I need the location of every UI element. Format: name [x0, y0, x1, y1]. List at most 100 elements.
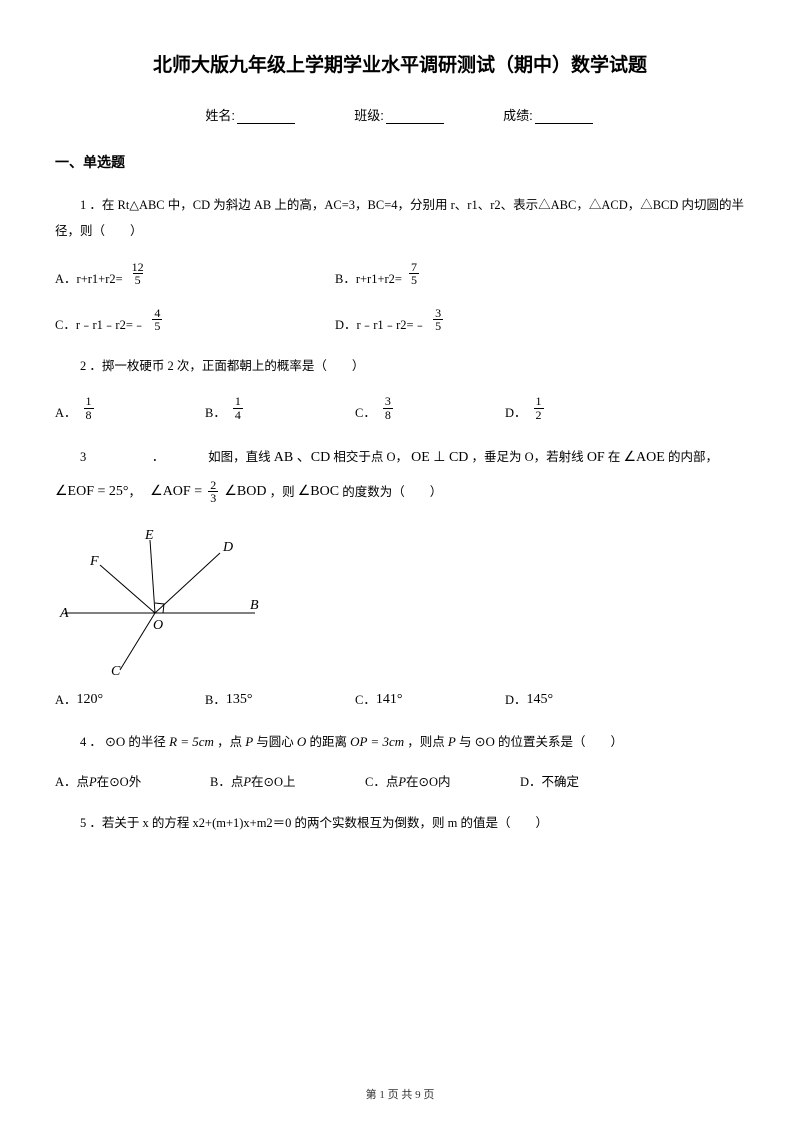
q3-b-label: B．	[205, 689, 226, 708]
q1-a-pre: A．r+r1+r2=	[55, 268, 123, 287]
q3-t1: 如图，直线	[208, 450, 271, 464]
q1-d-den: 5	[433, 319, 443, 333]
q3-comma1: ，	[129, 485, 142, 499]
q3-paren: 的度数为（ ）	[342, 485, 442, 499]
q3-ab-cd: AB 、CD	[274, 450, 330, 465]
q3-frac-den: 3	[208, 491, 218, 505]
q3-frac-num: 2	[208, 479, 218, 492]
q4-b-c: ⊙O	[264, 774, 284, 790]
q4-opt-b: B．点P在⊙O上	[210, 771, 365, 790]
q4-op3: OP = 3cm	[350, 734, 404, 749]
q4-c-p: P	[398, 775, 406, 790]
q2-c-label: C．	[355, 402, 376, 421]
q3-d-val: 145°	[527, 692, 554, 708]
q2-opts: A． 18 B． 14 C． 38 D． 12	[55, 395, 745, 421]
score-blank	[535, 110, 593, 124]
question-1: 1 ．在 Rt△ABC 中，CD 为斜边 AB 上的高，AC=3，BC=4，分别…	[55, 192, 745, 245]
q3-opt-d: D．145°	[505, 689, 655, 708]
q3-num: 3	[80, 450, 86, 464]
q2-opt-a: A． 18	[55, 395, 205, 421]
q1-c-den: 5	[152, 319, 162, 333]
q4-a-p: P	[89, 775, 97, 790]
fig-label-f: F	[89, 554, 99, 569]
q3-opt-c: C．141°	[355, 689, 505, 708]
q4-b-3: 上	[283, 771, 296, 790]
q1-a-num: 12	[130, 261, 146, 274]
q2-c-den: 8	[383, 408, 393, 422]
q2-opt-b: B． 14	[205, 395, 355, 421]
q4-circ-o1: ⊙O	[105, 734, 125, 749]
fig-label-d: D	[222, 540, 233, 555]
q4-b-p: P	[243, 775, 251, 790]
q1-c-pre: C．r﹣r1﹣r2=﹣	[55, 314, 145, 333]
q4-opt-d: D．不确定	[520, 771, 579, 790]
q3-t4: 在	[608, 450, 621, 464]
q4-t5: ，则点	[407, 735, 445, 749]
q1-text: 在 Rt△ABC 中，CD 为斜边 AB 上的高，AC=3，BC=4，分别用 r…	[55, 198, 744, 238]
q4-p1: P	[245, 734, 253, 749]
q3-c-label: C．	[355, 689, 376, 708]
q4-p2: P	[448, 734, 456, 749]
q4-t7: 的位置关系是（ ）	[498, 735, 623, 749]
fig-label-b: B	[250, 598, 259, 613]
q4-a-3: 外	[129, 771, 142, 790]
q4-o: O	[297, 734, 306, 749]
score-label: 成绩:	[503, 108, 533, 123]
q1-d-num: 3	[433, 307, 443, 320]
q1-num: 1 ．	[80, 198, 102, 212]
q2-a-label: A．	[55, 402, 77, 421]
q4-a-1: A．点	[55, 771, 89, 790]
q4-circ-o2: ⊙O	[475, 734, 495, 749]
q4-c-3: 内	[438, 771, 451, 790]
q2-opt-d: D． 12	[505, 395, 655, 421]
page-title: 北师大版九年级上学期学业水平调研测试（期中）数学试题	[55, 50, 745, 77]
q4-t2: ，点	[217, 735, 242, 749]
q3-of: OF	[587, 450, 605, 465]
name-blank	[237, 110, 295, 124]
q1-a-den: 5	[133, 273, 143, 287]
q3-c-val: 141°	[376, 692, 403, 708]
fig-label-a: A	[59, 606, 69, 621]
q2-opt-c: C． 38	[355, 395, 505, 421]
fig-label-c: C	[111, 664, 121, 675]
q4-a-c: ⊙O	[109, 774, 129, 790]
q1-opt-d: D．r﹣r1﹣r2=﹣ 35	[335, 307, 446, 333]
q3-boc: ∠BOC	[298, 484, 339, 499]
q4-b-2: 在	[251, 771, 264, 790]
q5-text: 若关于 x 的方程 x2+(m+1)x+m2＝0 的两个实数根互为倒数，则 m …	[102, 816, 548, 830]
q3-b-val: 135°	[226, 692, 253, 708]
q3-oecd: OE ⊥ CD	[411, 450, 468, 465]
q1-opts-row2: C．r﹣r1﹣r2=﹣ 45 D．r﹣r1﹣r2=﹣ 35	[55, 307, 745, 333]
q4-c-1: C．点	[365, 771, 398, 790]
q1-opt-c: C．r﹣r1﹣r2=﹣ 45	[55, 307, 335, 333]
q4-r5: R = 5cm	[169, 734, 214, 749]
q2-b-den: 4	[233, 408, 243, 422]
q3-bod: ∠BOD	[224, 484, 266, 499]
q3-opt-b: B．135°	[205, 689, 355, 708]
name-label: 姓名:	[205, 108, 235, 123]
q3-t5: 的内部，	[668, 450, 718, 464]
question-4: 4 ． ⊙O 的半径 R = 5cm ，点 P 与圆心 O 的距离 OP = 3…	[55, 728, 745, 755]
q4-a-2: 在	[97, 771, 110, 790]
q1-d-pre: D．r﹣r1﹣r2=﹣	[335, 314, 426, 333]
q3-aof-pre: ∠AOF =	[150, 484, 202, 499]
q1-opts-row1: A．r+r1+r2= 125 B．r+r1+r2= 75	[55, 261, 745, 287]
q2-a-num: 1	[84, 395, 94, 408]
q2-d-label: D．	[505, 402, 527, 421]
q4-num: 4 ．	[80, 735, 102, 749]
q4-d: D．不确定	[520, 771, 579, 790]
section-heading: 一、单选题	[55, 152, 745, 172]
q4-opt-a: A．点P在⊙O外	[55, 771, 210, 790]
fig-label-o: O	[153, 618, 163, 633]
q3-dot: ．	[152, 450, 165, 464]
q3-a-val: 120°	[77, 692, 104, 708]
q5-num: 5 ．	[80, 816, 102, 830]
question-3: 3 ． 如图，直线 AB 、CD 相交于点 O， OE ⊥ CD ，垂足为 O，…	[55, 441, 745, 508]
q1-c-num: 4	[152, 307, 162, 320]
q2-b-num: 1	[233, 395, 243, 408]
q4-b-1: B．点	[210, 771, 243, 790]
q4-opts: A．点P在⊙O外 B．点P在⊙O上 C．点P在⊙O内 D．不确定	[55, 771, 745, 790]
q3-eof: ∠EOF = 25°	[55, 484, 129, 499]
q2-d-den: 2	[534, 408, 544, 422]
q2-text: 掷一枚硬币 2 次，正面都朝上的概率是（ ）	[102, 359, 365, 373]
